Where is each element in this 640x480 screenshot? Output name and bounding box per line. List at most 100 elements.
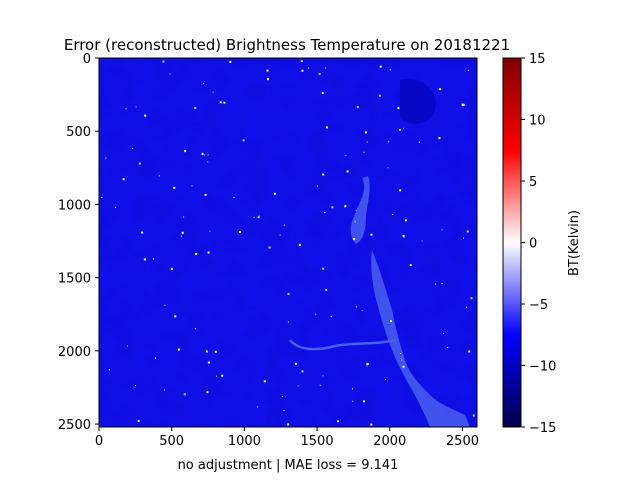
speckle-pixel [418,141,420,143]
y-tick-group: 0 500 1000 1500 2000 2500 [58,52,99,433]
speckle-pixel [400,353,401,354]
x-axis-label: no adjustment | MAE loss = 9.141 [178,458,399,473]
speckle-pixel [144,114,147,117]
speckle-pixel [135,385,136,386]
speckle-pixel [441,282,443,284]
speckle-pixel [321,92,324,94]
speckle-pixel [463,237,464,239]
speckle-pixel [326,126,328,129]
speckle-pixel [207,154,209,156]
speckle-pixel [301,370,304,373]
speckle-pixel [352,400,354,402]
speckle-pixel [287,423,290,426]
speckle-pixel [283,410,285,412]
speckle-pixel [258,215,260,217]
speckle-pixel [355,306,357,308]
y-tick-label: 500 [66,125,91,140]
speckle-pixel [439,88,442,91]
speckle-pixel [447,346,449,348]
speckle-pixel [389,69,391,71]
speckle-pixel [353,238,355,241]
speckle-pixel [466,230,469,233]
speckle-pixel [401,359,403,361]
speckle-pixel [223,101,226,104]
x-tick-label: 2500 [446,434,479,449]
speckle-pixel [301,69,304,72]
speckle-pixel [322,375,324,377]
speckle-pixel [257,216,260,219]
colorbar-tick-label: −5 [529,298,548,313]
y-tick-label: 0 [83,52,91,67]
speckle-pixel [122,178,125,181]
speckle-pixel [461,103,464,106]
speckle-layer [101,60,475,426]
speckle-pixel [178,348,180,351]
speckle-pixel [268,246,271,249]
speckle-pixel [468,350,471,353]
chart-title: Error (reconstructed) Brightness Tempera… [64,36,510,54]
speckle-pixel [183,216,185,218]
speckle-pixel [138,162,141,165]
colorbar-tick-label: 10 [529,114,546,129]
speckle-pixel [441,229,443,231]
speckle-pixel [207,251,210,254]
speckle-pixel [203,154,205,156]
colorbar-tick-label: −15 [529,421,556,436]
speckle-pixel [355,209,357,211]
speckle-pixel [421,240,423,242]
x-tick-label: 1500 [301,434,334,449]
speckle-pixel [404,219,407,222]
speckle-pixel [388,141,390,143]
speckle-pixel [402,234,405,237]
speckle-pixel [378,94,381,97]
speckle-pixel [170,267,173,270]
speckle-pixel [233,196,235,198]
speckle-pixel [126,345,128,347]
speckle-pixel [363,151,365,153]
speckle-pixel [467,69,469,71]
speckle-pixel [379,65,382,68]
speckle-pixel [390,320,392,323]
speckle-pixel [101,197,103,198]
speckle-pixel [163,389,165,391]
y-axis: 0 500 1000 1500 2000 2500 [58,52,99,433]
speckle-pixel [364,131,367,134]
speckle-pixel [324,212,326,214]
speckle-pixel [266,69,269,72]
speckle-pixel [219,101,222,104]
speckle-pixel [169,73,171,75]
river-channel [289,338,396,351]
speckle-pixel [387,167,389,169]
speckle-pixel [212,91,214,93]
speckle-pixel [180,235,182,237]
speckle-pixel [108,369,110,371]
x-tick-label: 1000 [228,434,261,449]
speckle-pixel [214,350,217,353]
speckle-pixel [366,141,368,143]
speckle-pixel [201,152,204,155]
speckle-pixel [205,350,208,353]
speckle-pixel [257,406,259,408]
speckle-pixel [370,233,373,236]
y-tick-label: 2500 [58,418,91,433]
speckle-pixel [352,388,353,390]
speckle-pixel [221,374,224,377]
speckle-pixel [363,400,365,403]
speckle-pixel [135,106,137,108]
speckle-pixel [206,391,209,394]
y-tick-label: 1500 [58,272,91,287]
x-tick-group: 0 500 1000 1500 2000 2500 [95,427,479,449]
speckle-pixel [344,205,347,208]
speckle-pixel [125,108,127,110]
speckle-pixel [325,289,328,291]
speckle-pixel [195,253,198,255]
speckle-pixel [239,231,242,233]
speckle-pixel [366,362,369,365]
speckle-pixel [174,315,177,318]
speckle-pixel [153,258,154,260]
speckle-pixel [287,321,289,323]
y-tick-label: 2000 [58,345,91,360]
speckle-pixel [274,192,276,195]
speckle-pixel [253,216,255,218]
speckle-pixel [279,234,281,236]
